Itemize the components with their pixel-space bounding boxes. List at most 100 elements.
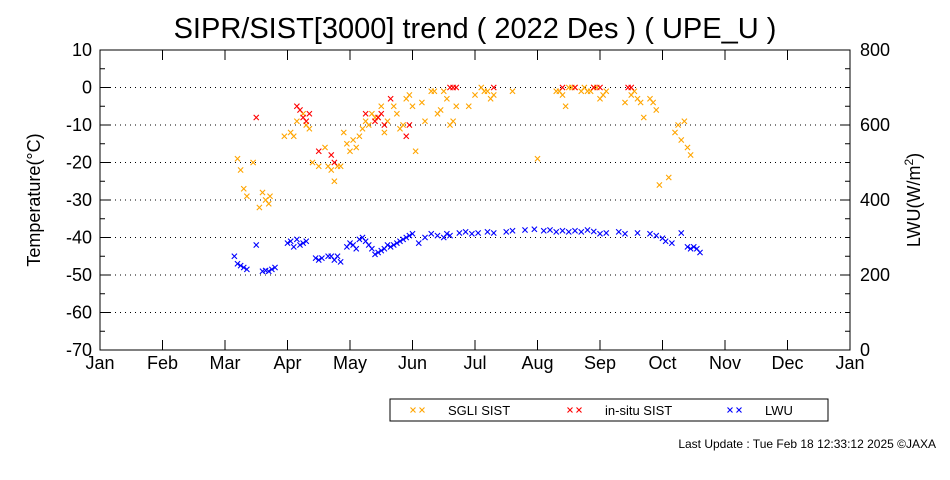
data-point [412, 148, 419, 155]
data-point [353, 245, 360, 252]
x-tick-label: Jan [835, 353, 864, 373]
data-point [240, 185, 247, 192]
y2-tick-label: 800 [860, 40, 890, 60]
data-point [300, 240, 307, 247]
data-point [431, 88, 438, 95]
data-point [675, 122, 682, 128]
data-point [356, 236, 363, 243]
data-point [350, 137, 357, 143]
legend-label: LWU [765, 403, 793, 418]
data-point [418, 99, 425, 106]
data-point [422, 234, 428, 241]
data-point [415, 240, 422, 247]
data-point [603, 88, 610, 95]
data-point [390, 103, 397, 110]
data-point [409, 230, 416, 237]
data-point [406, 122, 413, 128]
data-point [484, 88, 491, 95]
data-point [522, 227, 528, 233]
data-point [393, 110, 400, 117]
data-point [303, 238, 310, 245]
data-point [453, 84, 460, 91]
data-point [237, 262, 244, 269]
data-point [384, 242, 391, 248]
data-point [306, 125, 313, 132]
y-tick-label: 0 [82, 78, 92, 98]
data-point [697, 249, 703, 256]
legend-label: in-situ SIST [605, 403, 672, 418]
legend-marker [410, 407, 416, 413]
data-point [337, 258, 344, 265]
data-point [237, 167, 244, 173]
data-point [378, 247, 385, 254]
data-point [456, 230, 463, 236]
data-point [256, 204, 263, 211]
y2-axis-label: LWU(W/m2) [902, 153, 924, 247]
data-point [578, 228, 585, 235]
data-point [243, 266, 250, 273]
data-point [428, 230, 435, 237]
data-point [347, 240, 353, 247]
y-tick-label: -60 [66, 303, 92, 323]
data-point [647, 230, 653, 237]
data-point [503, 228, 510, 235]
legend: SGLI SIST in-situ SIST LWU [389, 398, 829, 422]
data-point [678, 137, 685, 143]
x-tick-label: Aug [521, 353, 553, 373]
data-point [622, 230, 628, 237]
data-point [347, 148, 353, 155]
data-point [434, 232, 441, 239]
axes: 100-10-20-30-40-50-60-708006004002000Jan… [66, 40, 890, 373]
data-point [650, 99, 657, 106]
data-point [406, 92, 413, 98]
data-point [267, 193, 273, 200]
data-point [397, 238, 403, 245]
data-point [453, 103, 460, 110]
data-point [378, 110, 385, 117]
data-point [584, 227, 591, 233]
data-point [681, 118, 688, 125]
y-tick-label: -30 [66, 190, 92, 210]
data-point [375, 249, 382, 256]
x-tick-label: Apr [273, 353, 301, 373]
data-point [684, 243, 691, 250]
x-tick-label: Nov [709, 353, 741, 373]
data-point [381, 122, 388, 128]
data-point [615, 228, 622, 235]
data-point [390, 242, 397, 248]
x-tick-label: Feb [147, 353, 178, 373]
y2-tick-label: 0 [860, 340, 870, 360]
data-point [672, 129, 678, 136]
data-point [281, 133, 288, 140]
data-point [490, 92, 497, 98]
data-point [328, 152, 335, 158]
data-point [250, 159, 257, 166]
y-tick-label: -40 [66, 228, 92, 248]
data-point [562, 103, 569, 110]
data-point [597, 230, 603, 237]
data-point [265, 200, 272, 207]
data-point [540, 227, 547, 234]
data-point [665, 174, 672, 181]
data-point [331, 178, 338, 185]
data-point [565, 228, 572, 235]
data-point [687, 152, 694, 158]
data-point [318, 255, 325, 262]
data-point [356, 133, 363, 140]
data-point [678, 230, 685, 236]
data-point [337, 163, 344, 170]
legend-marker [736, 407, 742, 413]
data-point [462, 228, 469, 235]
data-point [393, 240, 400, 247]
data-point [315, 148, 322, 155]
legend-label: SGLI SIST [448, 403, 510, 418]
data-point [234, 260, 241, 267]
data-point [287, 238, 294, 245]
y-tick-label: -10 [66, 115, 92, 135]
y-tick-label: -20 [66, 153, 92, 173]
y2-tick-label: 600 [860, 115, 890, 135]
data-points [231, 84, 703, 275]
data-point [447, 232, 453, 239]
data-point [234, 155, 241, 162]
data-point [662, 238, 669, 245]
